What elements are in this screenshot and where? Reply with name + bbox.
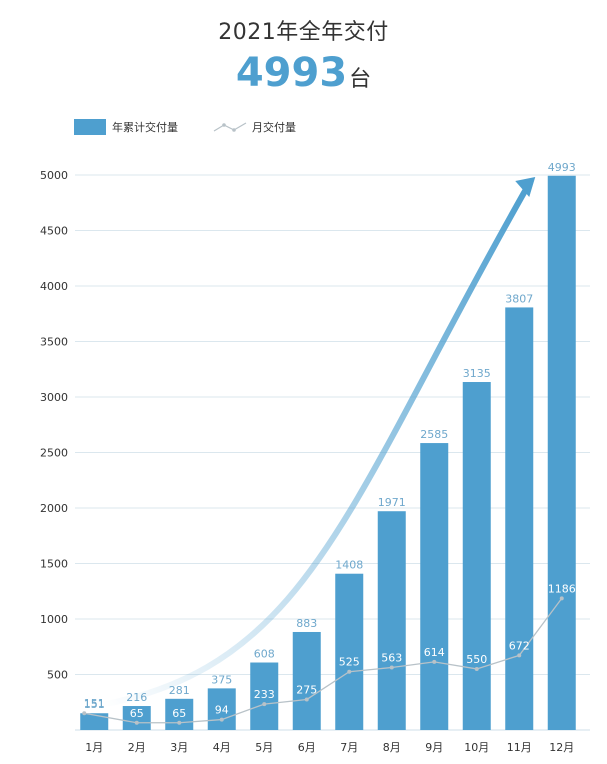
total-delivery: 4993台 (0, 50, 607, 96)
bar-cumulative (80, 713, 109, 730)
monthly-value-label: 151 (84, 697, 105, 710)
monthly-value-label: 563 (381, 652, 402, 665)
monthly-delivery-point (219, 717, 224, 722)
total-delivery-value: 4993 (235, 50, 348, 96)
monthly-delivery-point (517, 653, 522, 658)
x-tick-label: 10月 (464, 741, 489, 754)
monthly-delivery-point (559, 596, 564, 601)
bar-value-label: 608 (254, 648, 275, 661)
monthly-value-label: 614 (424, 646, 445, 659)
y-tick-label: 2500 (40, 447, 68, 460)
legend-label-monthly: 月交付量 (252, 121, 296, 134)
bar-value-label: 281 (169, 684, 190, 697)
x-tick-label: 12月 (549, 741, 574, 754)
x-tick-label: 5月 (255, 741, 273, 754)
bar-value-label: 216 (126, 691, 147, 704)
monthly-delivery-point (82, 711, 87, 716)
trend-arrow-head (515, 177, 536, 197)
bar-value-label: 375 (211, 673, 232, 686)
bar-value-label: 2585 (420, 428, 448, 441)
monthly-value-label: 550 (466, 653, 487, 666)
monthly-delivery-point (474, 666, 479, 671)
trend-arrow-curve (97, 184, 531, 709)
total-delivery-unit: 台 (349, 67, 372, 92)
bar-cumulative (547, 175, 576, 731)
x-tick-label: 4月 (213, 741, 231, 754)
y-tick-label: 3000 (40, 391, 68, 404)
bar-cumulative (335, 573, 364, 730)
monthly-delivery-point (347, 669, 352, 674)
legend-bar-swatch (74, 119, 106, 135)
bar-value-label: 1971 (378, 496, 406, 509)
monthly-delivery-point (177, 720, 182, 725)
monthly-value-label: 65 (130, 707, 144, 720)
y-tick-label: 1500 (40, 558, 68, 571)
bar-value-label: 151 (84, 698, 105, 711)
x-tick-label: 6月 (298, 741, 316, 754)
x-tick-label: 11月 (507, 741, 532, 754)
bar-value-label: 883 (296, 617, 317, 630)
y-tick-label: 3500 (40, 336, 68, 349)
monthly-delivery-point (432, 659, 437, 664)
bar-cumulative (122, 706, 151, 730)
monthly-value-label: 94 (215, 704, 229, 717)
bar-cumulative (207, 688, 236, 730)
bar-value-label: 1408 (335, 559, 363, 572)
bar-cumulative (462, 382, 491, 730)
y-tick-label: 4000 (40, 280, 68, 293)
bar-value-label: 4993 (548, 161, 576, 174)
y-tick-label: 5000 (40, 169, 68, 182)
y-tick-label: 4500 (40, 225, 68, 238)
bar-cumulative (420, 443, 449, 730)
x-tick-label: 9月 (425, 741, 443, 754)
y-tick-label: 2000 (40, 502, 68, 515)
legend-line-swatch (213, 122, 247, 132)
x-tick-label: 1月 (85, 741, 103, 754)
bar-cumulative (165, 698, 194, 730)
bar-cumulative (292, 631, 321, 730)
monthly-delivery-point (134, 720, 139, 725)
legend-item-cumulative: 年累计交付量 (74, 119, 178, 135)
monthly-delivery-point (389, 665, 394, 670)
legend-item-monthly: 月交付量 (212, 119, 296, 135)
monthly-value-label: 233 (254, 688, 275, 701)
x-tick-label: 8月 (383, 741, 401, 754)
chart-title: 2021年全年交付 (218, 20, 389, 45)
legend-label-cumulative: 年累计交付量 (112, 121, 178, 134)
monthly-delivery-point (262, 702, 267, 707)
bar-value-label: 3135 (463, 367, 491, 380)
monthly-value-label: 672 (509, 639, 530, 652)
x-tick-label: 3月 (170, 741, 188, 754)
x-tick-label: 7月 (340, 741, 358, 754)
monthly-value-label: 1186 (548, 582, 576, 595)
monthly-value-label: 275 (296, 683, 317, 696)
x-tick-label: 2月 (128, 741, 146, 754)
bar-cumulative (377, 511, 406, 730)
bar-value-label: 3807 (505, 292, 533, 305)
bar-cumulative (250, 662, 279, 730)
y-tick-label: 500 (47, 669, 68, 682)
monthly-value-label: 65 (172, 707, 186, 720)
monthly-value-label: 525 (339, 656, 360, 669)
bar-cumulative (505, 307, 534, 730)
y-tick-label: 1000 (40, 613, 68, 626)
monthly-delivery-point (304, 697, 309, 702)
monthly-delivery-line (84, 597, 563, 724)
